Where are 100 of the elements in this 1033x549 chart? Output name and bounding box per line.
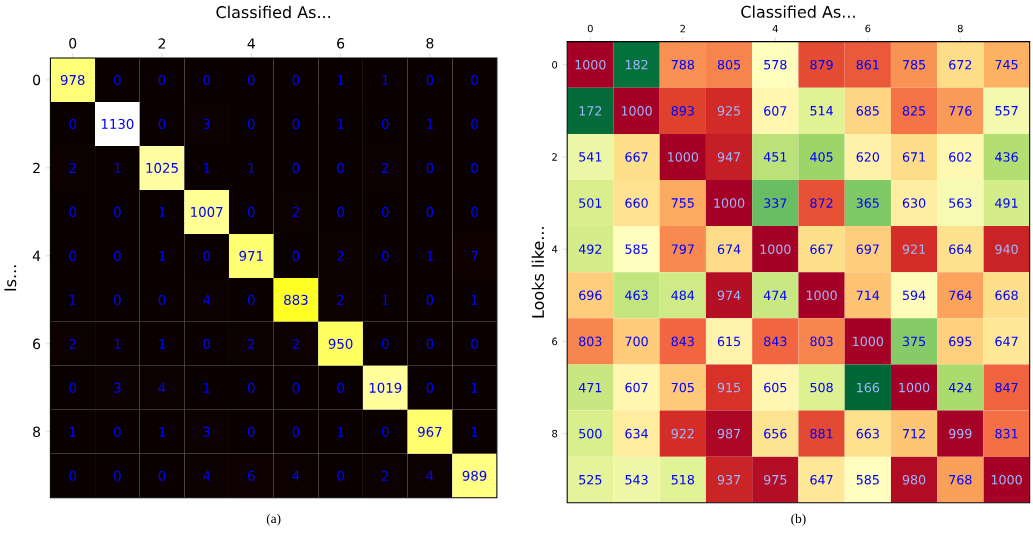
data-label: 1 [471, 383, 478, 393]
data-label: 0 [69, 119, 77, 130]
data-label: 980 [902, 475, 926, 485]
data-label: 484 [671, 290, 695, 301]
x-tick-label: 6 [337, 38, 345, 49]
data-label: 166 [857, 382, 880, 393]
data-label: 1 [159, 207, 166, 217]
data-label: 4 [426, 471, 434, 481]
data-label: 785 [903, 60, 926, 70]
text: (b) [791, 513, 806, 526]
data-label: 0 [381, 426, 389, 437]
data-label: 1 [337, 75, 344, 85]
data-label: 0 [426, 75, 434, 86]
data-label: 872 [810, 198, 833, 208]
data-label: 563 [949, 198, 972, 208]
data-label: 1130 [101, 119, 134, 130]
data-label: 3 [203, 426, 210, 437]
data-label: 700 [625, 336, 648, 347]
data-label: 0 [471, 119, 478, 130]
data-label: 671 [902, 152, 925, 162]
data-label: 0 [381, 206, 389, 218]
data-label: 541 [579, 152, 602, 162]
data-label: 1000 [806, 290, 837, 301]
y-tick-label: 2 [33, 162, 40, 174]
data-label: 578 [764, 60, 787, 70]
data-label: 525 [579, 475, 602, 485]
data-label: 0 [426, 338, 434, 350]
data-label: 975 [764, 475, 787, 485]
data-label: 1 [382, 295, 389, 305]
data-label: 0 [114, 426, 121, 437]
y-tick-label: 6 [552, 337, 558, 346]
data-label: 557 [995, 106, 1018, 116]
data-label: 0 [158, 470, 166, 481]
data-label: 508 [810, 382, 833, 393]
data-label: 2 [292, 339, 299, 349]
data-label: 1025 [146, 162, 178, 174]
x-tick-label: 8 [957, 24, 963, 33]
data-label: 797 [671, 244, 694, 255]
data-label: 861 [856, 60, 879, 70]
data-label: 3 [114, 382, 121, 393]
data-label: 922 [671, 428, 694, 439]
data-label: 424 [948, 382, 972, 393]
data-label: 2 [69, 339, 76, 349]
data-label: 893 [671, 106, 694, 116]
y-tick-label: 2 [552, 153, 557, 161]
data-label: 2 [382, 470, 389, 481]
data-label: 0 [69, 250, 77, 262]
data-label: 0 [158, 75, 166, 86]
data-label: 987 [717, 428, 741, 439]
data-label: 0 [292, 75, 300, 86]
data-label: 0 [114, 250, 121, 262]
data-label: 607 [764, 106, 787, 116]
data-label: 755 [671, 198, 694, 208]
data-label: 0 [247, 382, 255, 393]
data-label: 1000 [668, 152, 699, 162]
y-tick-label: 8 [33, 426, 41, 438]
data-label: 647 [810, 475, 833, 485]
x-tick-label: 6 [865, 24, 871, 33]
data-label: 602 [949, 152, 972, 162]
data-label: 847 [995, 382, 1018, 393]
data-label: 0 [426, 162, 434, 174]
data-label: 745 [995, 60, 1018, 70]
data-label: 0 [69, 206, 77, 218]
data-label: 4 [203, 295, 211, 305]
y-tick-label: 6 [33, 338, 41, 350]
data-label: 1 [203, 383, 210, 393]
data-label: 1 [114, 163, 121, 173]
data-label: 0 [381, 338, 389, 350]
y-tick-label: 0 [552, 61, 558, 69]
data-label: 788 [671, 60, 695, 70]
data-label: 585 [856, 475, 879, 485]
data-label: 451 [763, 152, 787, 162]
data-label: 978 [60, 75, 85, 86]
data-label: 881 [810, 428, 833, 439]
data-label: 1000 [899, 382, 930, 393]
data-label: 971 [239, 250, 263, 262]
data-label: 634 [625, 428, 648, 439]
data-label: 2 [292, 207, 299, 217]
data-label: 182 [625, 60, 648, 70]
data-label: 0 [114, 470, 121, 481]
data-label: 1 [203, 163, 210, 173]
data-label: 0 [114, 75, 121, 86]
data-label: 883 [284, 294, 308, 306]
data-label: 0 [337, 470, 344, 481]
data-label: 672 [949, 60, 972, 70]
data-label: 0 [247, 75, 255, 86]
data-label: 1000 [853, 336, 884, 347]
x-tick-label: 2 [158, 38, 166, 49]
data-label: 1 [114, 339, 121, 349]
data-label: 940 [995, 244, 1018, 255]
data-label: 6 [248, 470, 255, 481]
data-label: 974 [717, 290, 741, 301]
data-label: 664 [949, 244, 972, 255]
data-label: 1000 [621, 106, 652, 116]
data-label: 0 [471, 338, 478, 350]
data-label: 518 [671, 475, 695, 485]
data-label: 491 [995, 198, 1018, 208]
data-label: 0 [114, 294, 121, 306]
data-label: 2 [248, 339, 255, 349]
data-label: 937 [717, 475, 741, 485]
